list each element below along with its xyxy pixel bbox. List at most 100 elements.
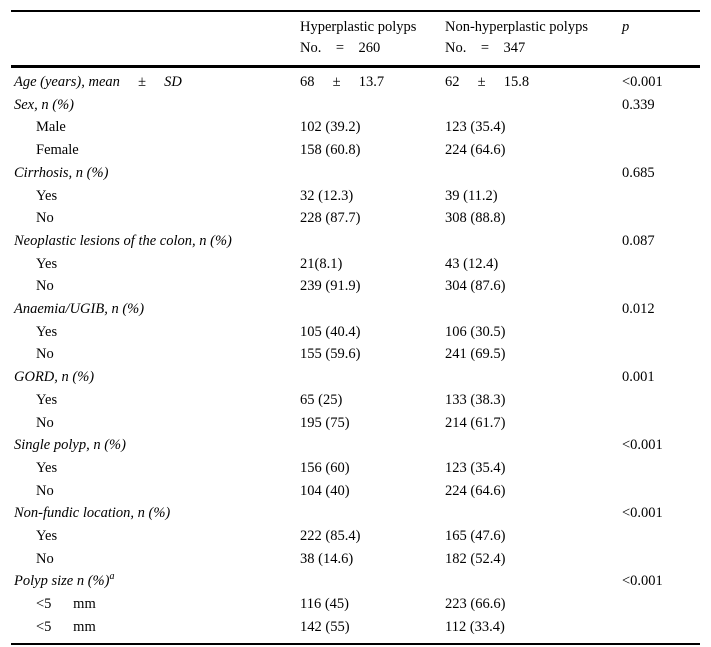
table-row: Female 158 (60.8) 224 (64.6): [11, 139, 700, 162]
cell-nonhyperplastic: 304 (87.6): [445, 278, 506, 295]
table-row: No 155 (59.6) 241 (69.5): [11, 343, 700, 366]
cell-p-value: [617, 207, 700, 230]
cell-nonhyperplastic: 224 (64.6): [445, 142, 506, 159]
row-label: No: [36, 346, 54, 363]
cell-nonhyperplastic: 62 ± 15.8: [445, 74, 530, 90]
row-label: Female: [36, 142, 79, 159]
row-label: Yes: [36, 391, 58, 408]
cell-nonhyperplastic: 123 (35.4): [445, 119, 506, 136]
col-header-p-label: p: [622, 19, 630, 35]
table-row: GORD, n (%) 0.001: [11, 366, 700, 389]
cell-p-value: [617, 525, 700, 548]
cell-nonhyperplastic: [440, 434, 617, 457]
cell-nonhyperplastic: 106 (30.5): [445, 323, 506, 340]
cell-nonhyperplastic: 39 (11.2): [445, 187, 498, 204]
cell-hyperplastic: [295, 366, 440, 389]
cell-hyperplastic: 222 (85.4): [300, 528, 361, 545]
table-row: No 228 (87.7) 308 (88.8): [11, 207, 700, 230]
cell-p-value: 0.339: [622, 96, 655, 113]
cell-nonhyperplastic: 123 (35.4): [445, 459, 506, 476]
cell-hyperplastic: [295, 162, 440, 185]
col-header-p: p: [617, 11, 700, 68]
row-label: <5 mm: [36, 618, 96, 635]
cell-hyperplastic: 102 (39.2): [300, 119, 361, 136]
row-label: Yes: [36, 187, 58, 204]
row-label: Neoplastic lesions of the colon, n (%): [14, 232, 232, 249]
table-row: Yes 32 (12.3) 39 (11.2): [11, 185, 700, 208]
cell-nonhyperplastic: 224 (64.6): [445, 482, 506, 499]
row-label: Age (years), mean ± SD: [14, 74, 182, 90]
col-header-hyperplastic-count: No. = 260: [300, 40, 381, 56]
cell-nonhyperplastic: [440, 366, 617, 389]
table-row: Non-fundic location, n (%) <0.001: [11, 502, 700, 525]
table-row: Yes 222 (85.4) 165 (47.6): [11, 525, 700, 548]
cell-hyperplastic: [295, 434, 440, 457]
cell-hyperplastic: 142 (55): [300, 618, 350, 635]
table-header: Hyperplastic polyps No. = 260 Non-hyperpl…: [11, 11, 700, 68]
cell-hyperplastic: [295, 570, 440, 593]
row-label: Anaemia/UGIB, n (%): [14, 301, 145, 318]
header-row: Hyperplastic polyps No. = 260 Non-hyperpl…: [11, 11, 700, 68]
cell-nonhyperplastic: 308 (88.8): [445, 210, 506, 227]
row-label: No: [36, 550, 54, 567]
cell-nonhyperplastic: 112 (33.4): [445, 618, 505, 635]
cell-nonhyperplastic: [440, 502, 617, 525]
table-row: Anaemia/UGIB, n (%) 0.012: [11, 298, 700, 321]
col-header-nonhyperplastic: Non-hyperplastic polyps No. = 347: [440, 11, 617, 68]
cell-p-value: <0.001: [622, 437, 663, 454]
cell-hyperplastic: 68 ± 13.7: [300, 74, 385, 90]
comparison-table: Hyperplastic polyps No. = 260 Non-hyperpl…: [11, 10, 700, 645]
row-label: Polyp size n (%)a: [14, 571, 115, 590]
cell-nonhyperplastic: 182 (52.4): [445, 550, 506, 567]
cell-nonhyperplastic: 165 (47.6): [445, 528, 506, 545]
row-label: No: [36, 414, 54, 431]
cell-hyperplastic: 155 (59.6): [300, 346, 361, 363]
row-label: No: [36, 278, 54, 295]
row-label: Non-fundic location, n (%): [14, 505, 171, 522]
table-row: Age (years), mean ± SD 68 ± 13.7 62 ± 15.8…: [11, 67, 700, 94]
row-label: No: [36, 482, 54, 499]
cell-hyperplastic: 228 (87.7): [300, 210, 361, 227]
cell-hyperplastic: 32 (12.3): [300, 187, 354, 204]
cell-hyperplastic: 105 (40.4): [300, 323, 361, 340]
row-label: GORD, n (%): [14, 369, 95, 386]
row-label: <5 mm: [36, 596, 96, 613]
col-header-empty: [11, 11, 295, 68]
row-label: Yes: [36, 459, 58, 476]
cell-p-value: [617, 457, 700, 480]
table-row: <5 mm 116 (45) 223 (66.6): [11, 593, 700, 616]
cell-p-value: [617, 275, 700, 298]
cell-p-value: [617, 321, 700, 344]
table-row: Neoplastic lesions of the colon, n (%) 0.…: [11, 230, 700, 253]
cell-nonhyperplastic: [440, 230, 617, 253]
cell-p-value: <0.001: [622, 573, 663, 590]
cell-p-value: [617, 139, 700, 162]
cell-hyperplastic: [295, 502, 440, 525]
row-label: Yes: [36, 255, 58, 272]
table-row: Single polyp, n (%) <0.001: [11, 434, 700, 457]
cell-p-value: 0.001: [622, 369, 655, 386]
col-header-nonhyperplastic-label: Non-hyperplastic polyps: [445, 19, 588, 35]
table-row: Sex, n (%) 0.339: [11, 94, 700, 117]
cell-nonhyperplastic: [440, 162, 617, 185]
cell-nonhyperplastic: [440, 570, 617, 593]
cell-nonhyperplastic: 43 (12.4): [445, 255, 499, 272]
cell-p-value: [617, 412, 700, 435]
cell-hyperplastic: [295, 94, 440, 117]
row-label: Male: [36, 119, 66, 136]
cell-p-value: <0.001: [622, 74, 663, 90]
cell-nonhyperplastic: [440, 298, 617, 321]
table-row: No 195 (75) 214 (61.7): [11, 412, 700, 435]
cell-p-value: [617, 616, 700, 644]
table-row: Yes 156 (60) 123 (35.4): [11, 457, 700, 480]
row-label: Single polyp, n (%): [14, 437, 126, 454]
cell-p-value: [617, 116, 700, 139]
cell-p-value: [617, 389, 700, 412]
cell-p-value: [617, 593, 700, 616]
cell-nonhyperplastic: 223 (66.6): [445, 596, 506, 613]
cell-nonhyperplastic: 214 (61.7): [445, 414, 506, 431]
row-label: Yes: [36, 323, 58, 340]
cell-hyperplastic: 156 (60): [300, 459, 350, 476]
table-row: Cirrhosis, n (%) 0.685: [11, 162, 700, 185]
